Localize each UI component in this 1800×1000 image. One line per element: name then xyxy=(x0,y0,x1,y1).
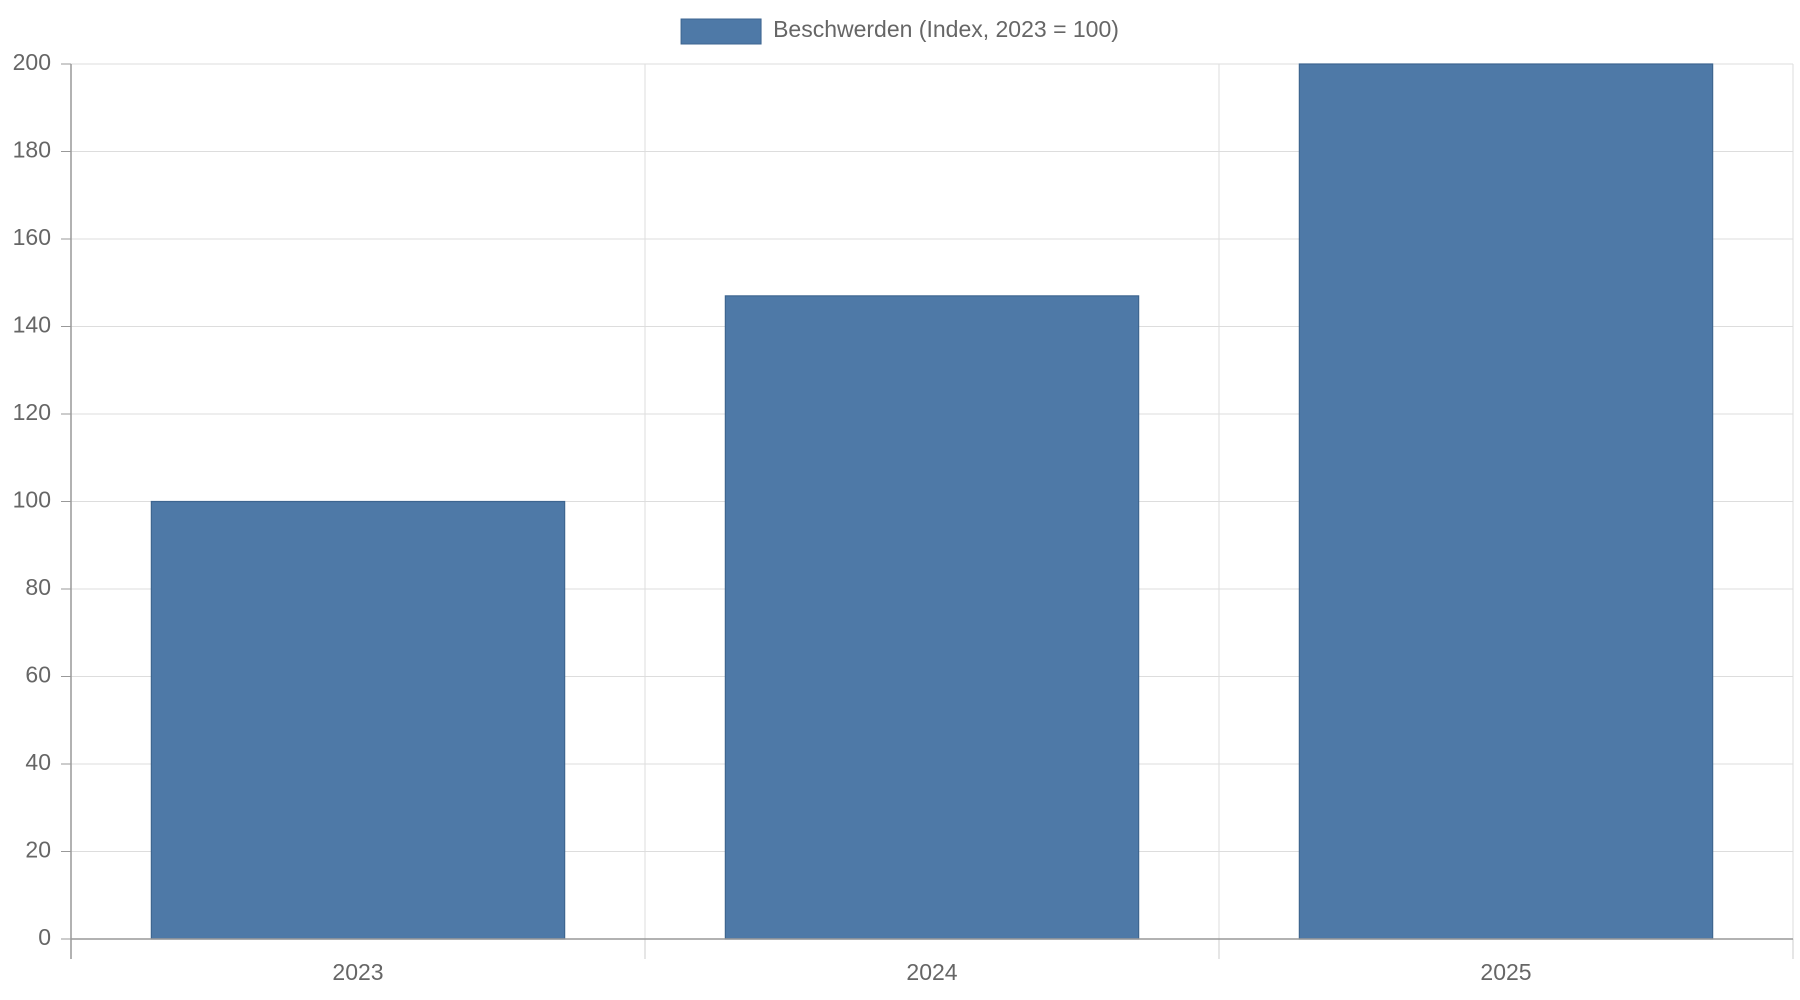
y-tick-label: 180 xyxy=(13,137,51,163)
legend-swatch xyxy=(680,18,762,45)
y-tick-label: 60 xyxy=(25,662,51,688)
y-tick-label: 140 xyxy=(13,312,51,338)
x-tick-label: 2024 xyxy=(906,959,957,985)
y-tick-label: 0 xyxy=(38,924,51,950)
x-tick-label: 2025 xyxy=(1480,959,1531,985)
y-tick-label: 200 xyxy=(13,49,51,75)
legend-label: Beschwerden (Index, 2023 = 100) xyxy=(773,16,1119,42)
y-tick-label: 20 xyxy=(25,837,51,863)
bar xyxy=(724,295,1140,940)
y-tick-label: 40 xyxy=(25,749,51,775)
y-tick-label: 160 xyxy=(13,224,51,250)
y-tick-label: 120 xyxy=(13,399,51,425)
bar xyxy=(1298,63,1714,940)
y-tick-label: 80 xyxy=(25,574,51,600)
bar xyxy=(150,500,566,940)
x-tick-label: 2023 xyxy=(332,959,383,985)
y-tick-label: 100 xyxy=(13,487,51,513)
